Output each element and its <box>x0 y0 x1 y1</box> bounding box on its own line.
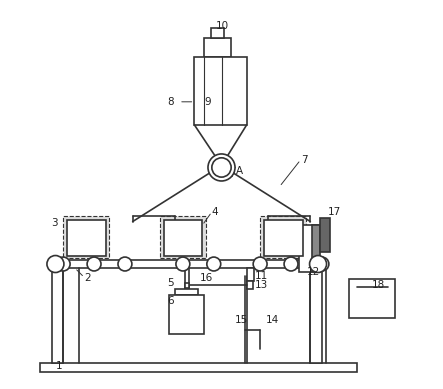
Bar <box>67 220 105 256</box>
Circle shape <box>47 256 64 273</box>
Bar <box>40 363 357 372</box>
Text: 8: 8 <box>167 97 174 107</box>
Bar <box>51 266 63 363</box>
Bar <box>204 38 231 58</box>
Text: 18: 18 <box>372 280 385 290</box>
Text: 9: 9 <box>204 97 211 107</box>
Bar <box>320 218 330 252</box>
Bar <box>299 225 318 272</box>
Text: 2: 2 <box>84 273 91 282</box>
Bar <box>63 216 109 258</box>
Text: 4: 4 <box>212 207 218 217</box>
Circle shape <box>208 154 235 181</box>
Bar <box>169 295 204 333</box>
Circle shape <box>284 257 298 271</box>
Bar <box>247 268 253 281</box>
Bar <box>312 225 320 272</box>
Bar <box>349 279 395 318</box>
Circle shape <box>56 257 70 271</box>
Circle shape <box>207 257 221 271</box>
Bar <box>311 266 322 363</box>
Text: 1: 1 <box>55 361 62 371</box>
Text: 7: 7 <box>301 155 307 165</box>
Text: 11: 11 <box>254 271 268 280</box>
Bar <box>264 220 303 256</box>
Text: 15: 15 <box>235 315 248 325</box>
Bar <box>185 282 189 288</box>
Circle shape <box>118 257 132 271</box>
Circle shape <box>176 257 190 271</box>
Bar <box>260 216 307 258</box>
Text: 12: 12 <box>307 267 320 277</box>
Bar <box>211 28 224 38</box>
Bar <box>160 216 206 258</box>
Bar <box>194 58 247 125</box>
Circle shape <box>253 257 267 271</box>
Circle shape <box>87 257 101 271</box>
Text: A: A <box>236 166 243 175</box>
Text: 3: 3 <box>51 219 58 228</box>
Text: 6: 6 <box>167 296 174 306</box>
Circle shape <box>310 256 326 273</box>
Bar <box>175 289 198 295</box>
Bar <box>163 220 202 256</box>
Text: 16: 16 <box>200 273 214 282</box>
Bar <box>247 281 253 289</box>
Text: 10: 10 <box>216 21 229 32</box>
Circle shape <box>315 257 329 271</box>
Text: 14: 14 <box>266 315 279 325</box>
Text: 13: 13 <box>254 280 268 290</box>
Text: 5: 5 <box>167 279 174 288</box>
Circle shape <box>212 158 231 177</box>
Text: 17: 17 <box>328 207 341 217</box>
